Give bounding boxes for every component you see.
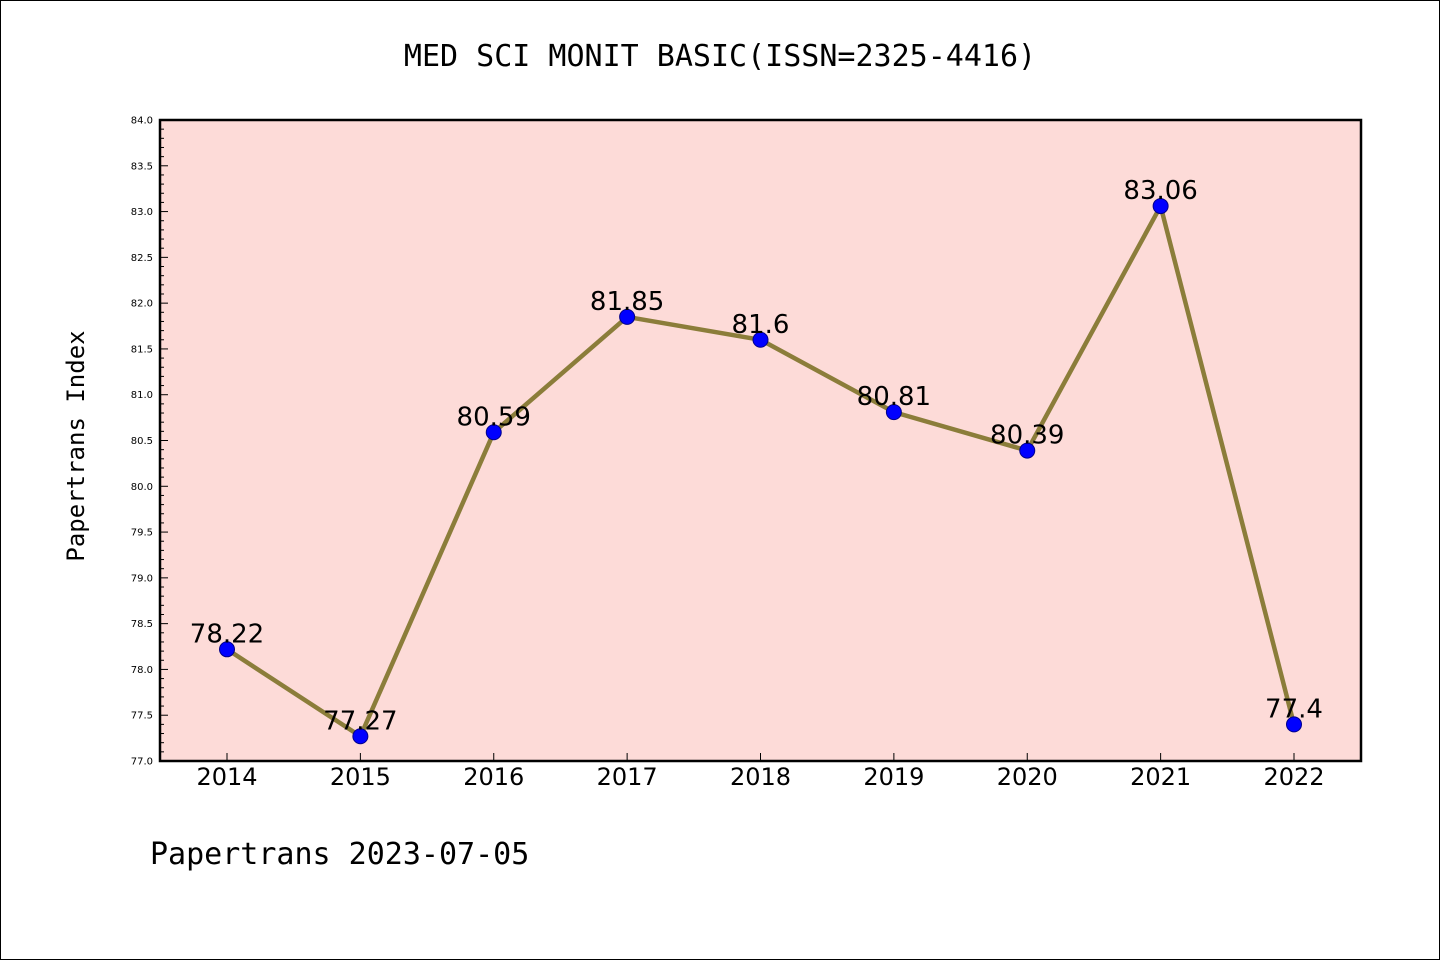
data-point bbox=[1152, 198, 1169, 215]
data-point bbox=[885, 404, 902, 421]
data-label: 81.85 bbox=[590, 287, 664, 317]
y-tick-label: 82.5 bbox=[131, 253, 153, 264]
data-label: 81.6 bbox=[732, 310, 790, 340]
data-label: 83.06 bbox=[1123, 176, 1197, 206]
y-tick-label: 80.5 bbox=[131, 436, 153, 447]
y-tick-label: 77.5 bbox=[131, 711, 153, 722]
data-point bbox=[1286, 716, 1302, 733]
data-label: 80.81 bbox=[857, 382, 931, 412]
data-point bbox=[1019, 442, 1036, 459]
data-label: 80.59 bbox=[457, 402, 531, 432]
x-axis: 2014 2015 2016 2017 2018 2019 2020 2021 2022 bbox=[196, 753, 1325, 791]
marker-group bbox=[219, 198, 1302, 745]
y-tick-label: 80.0 bbox=[131, 482, 153, 493]
x-tick-label: 2017 bbox=[597, 763, 658, 791]
x-tick-label: 2021 bbox=[1130, 763, 1191, 791]
plot-area bbox=[160, 120, 1361, 761]
y-tick-label: 78.0 bbox=[131, 665, 153, 676]
x-tick-label: 2019 bbox=[863, 763, 924, 791]
data-label-group: 78.22 77.27 80.59 81.85 81.6 80.81 80.39 83.06 7… bbox=[190, 176, 1323, 736]
y-tick-label: 83.0 bbox=[131, 207, 153, 218]
footer-text: Papertrans 2023-07-05 bbox=[150, 837, 529, 872]
x-tick-label: 2022 bbox=[1263, 763, 1324, 791]
y-tick-label: 77.0 bbox=[131, 757, 153, 768]
plot-border bbox=[158, 118, 1363, 763]
data-point bbox=[752, 331, 769, 348]
y-tick-label: 83.5 bbox=[131, 161, 153, 172]
x-tick-label: 2018 bbox=[730, 763, 791, 791]
y-tick-label: 81.5 bbox=[131, 344, 153, 355]
data-point bbox=[619, 308, 636, 325]
data-label: 77.4 bbox=[1265, 694, 1323, 724]
x-tick-label: 2015 bbox=[330, 763, 391, 791]
data-label: 77.27 bbox=[323, 706, 397, 736]
y-tick-label: 78.5 bbox=[131, 619, 153, 630]
y-tick-label: 79.5 bbox=[131, 528, 153, 539]
y-tick-label: 84.0 bbox=[131, 116, 153, 127]
x-tick-label: 2016 bbox=[463, 763, 524, 791]
data-point bbox=[352, 728, 369, 745]
x-tick-label: 2014 bbox=[196, 763, 257, 791]
data-point bbox=[219, 641, 235, 658]
data-label: 78.22 bbox=[190, 619, 264, 649]
y-axis-label: Papertrans Index bbox=[62, 330, 90, 561]
data-label: 80.39 bbox=[990, 421, 1064, 451]
x-tick-label: 2020 bbox=[997, 763, 1058, 791]
data-point bbox=[485, 424, 502, 441]
chart-title: MED SCI MONIT BASIC(ISSN=2325-4416) bbox=[404, 39, 1036, 74]
y-tick-label: 81.0 bbox=[131, 390, 153, 401]
y-tick-label: 82.0 bbox=[131, 299, 153, 310]
y-tick-label: 79.0 bbox=[131, 573, 153, 584]
